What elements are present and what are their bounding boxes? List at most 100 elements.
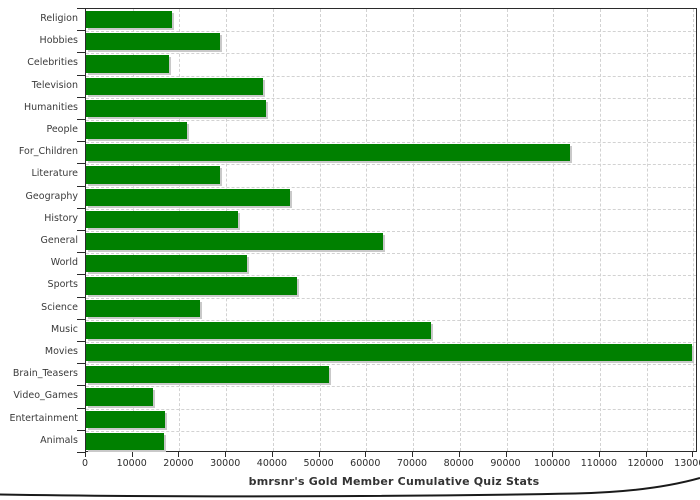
bar-science	[86, 299, 200, 317]
x-tick-110000	[598, 452, 600, 457]
y-label-television: Television	[31, 79, 78, 91]
gridline-x-70000	[413, 9, 414, 451]
y-tick	[77, 30, 86, 32]
x-label-0: 0	[81, 458, 89, 469]
gridline-row	[86, 408, 696, 410]
y-tick	[77, 318, 86, 320]
bar-world	[86, 255, 248, 273]
gridline-row	[86, 342, 696, 343]
y-label-world: World	[50, 257, 78, 269]
y-label-celebrities: Celebrities	[27, 57, 78, 69]
y-tick	[77, 252, 86, 254]
x-tick-50000	[318, 452, 320, 457]
y-tick	[77, 119, 86, 120]
y-label-animals: Animals	[40, 434, 78, 446]
gridline-row	[86, 386, 696, 388]
x-label-120000: 120000	[627, 458, 664, 469]
y-tick	[77, 8, 86, 9]
y-tick	[77, 385, 86, 387]
bar-celebrities	[86, 55, 169, 73]
bar-television	[86, 77, 264, 95]
bar-music	[86, 321, 431, 339]
y-tick	[77, 230, 86, 231]
y-label-music: Music	[50, 323, 78, 335]
x-tick-90000	[505, 452, 507, 457]
y-label-science: Science	[41, 301, 78, 313]
y-label-brain_teasers: Brain_Teasers	[12, 368, 78, 380]
y-label-movies: Movies	[44, 346, 78, 357]
gridline-row	[86, 275, 696, 277]
y-label-humanities: Humanities	[23, 101, 78, 113]
y-label-geography: Geography	[25, 190, 78, 202]
x-label-80000: 80000	[443, 458, 474, 469]
gridline-x-100000	[553, 9, 555, 451]
gridline-x-110000	[599, 9, 601, 451]
y-label-history: History	[44, 212, 78, 224]
x-tick-20000	[178, 452, 180, 457]
x-tick-120000	[645, 452, 647, 457]
y-tick	[77, 274, 86, 276]
gridline-row	[86, 364, 696, 366]
y-tick	[77, 163, 86, 165]
x-tick-70000	[412, 452, 413, 457]
x-label-10000: 10000	[116, 458, 147, 469]
gridline-x-130000	[693, 9, 695, 451]
bar-general	[86, 233, 383, 251]
gridline-x-80000	[459, 9, 461, 451]
gridline-row	[86, 142, 696, 144]
bar-geography	[86, 188, 290, 206]
bar-literature	[86, 166, 221, 184]
y-label-hobbies: Hobbies	[39, 35, 78, 47]
gridline-x-120000	[646, 9, 648, 451]
x-tick-80000	[458, 452, 460, 457]
bar-hobbies	[86, 33, 220, 51]
gridline-row	[86, 297, 696, 299]
y-tick	[77, 185, 86, 187]
y-tick	[77, 141, 86, 143]
y-tick	[77, 96, 86, 98]
y-tick	[77, 363, 86, 365]
bar-brain_teasers	[86, 366, 329, 384]
gridline-row	[86, 97, 696, 99]
y-label-people: People	[46, 124, 78, 135]
y-tick	[77, 341, 86, 342]
gridline-row	[86, 53, 696, 55]
x-tick-10000	[131, 452, 133, 457]
x-tick-60000	[365, 452, 367, 457]
x-label-60000: 60000	[350, 458, 381, 469]
y-label-sports: Sports	[47, 279, 78, 291]
gridline-row	[86, 75, 696, 77]
x-label-50000: 50000	[303, 458, 334, 469]
y-label-entertainment: Entertainment	[9, 412, 78, 424]
chart-title: bmrsnr's Gold Member Cumulative Quiz Sta…	[248, 475, 540, 488]
bar-people	[86, 122, 187, 140]
gridline-x-60000	[366, 9, 368, 451]
x-label-70000: 70000	[396, 458, 428, 469]
bar-religion	[86, 11, 172, 29]
x-label-130000: 130000	[674, 458, 700, 469]
x-label-90000: 90000	[490, 458, 521, 469]
gridline-row	[86, 430, 696, 432]
bar-sports	[86, 277, 298, 295]
y-label-for_children: For_Children	[18, 146, 78, 158]
gridline-x-20000	[179, 9, 181, 451]
gridline-x-50000	[319, 9, 321, 451]
bar-history	[86, 210, 239, 228]
x-tick-40000	[271, 452, 273, 457]
y-label-religion: Religion	[40, 13, 78, 24]
gridline-row	[86, 231, 696, 232]
gridline-x-30000	[226, 9, 228, 451]
y-tick	[77, 452, 86, 453]
x-tick-130000	[692, 452, 694, 457]
x-label-40000: 40000	[256, 458, 288, 469]
plot-area	[85, 8, 697, 452]
gridline-x-90000	[506, 9, 508, 451]
gridline-row	[86, 186, 696, 188]
gridline-row	[86, 208, 696, 210]
bar-for_children	[86, 144, 570, 162]
gridline-row	[86, 31, 696, 33]
bar-movies	[86, 344, 693, 362]
gridline-row	[86, 319, 696, 321]
gridline-x-10000	[132, 9, 134, 451]
